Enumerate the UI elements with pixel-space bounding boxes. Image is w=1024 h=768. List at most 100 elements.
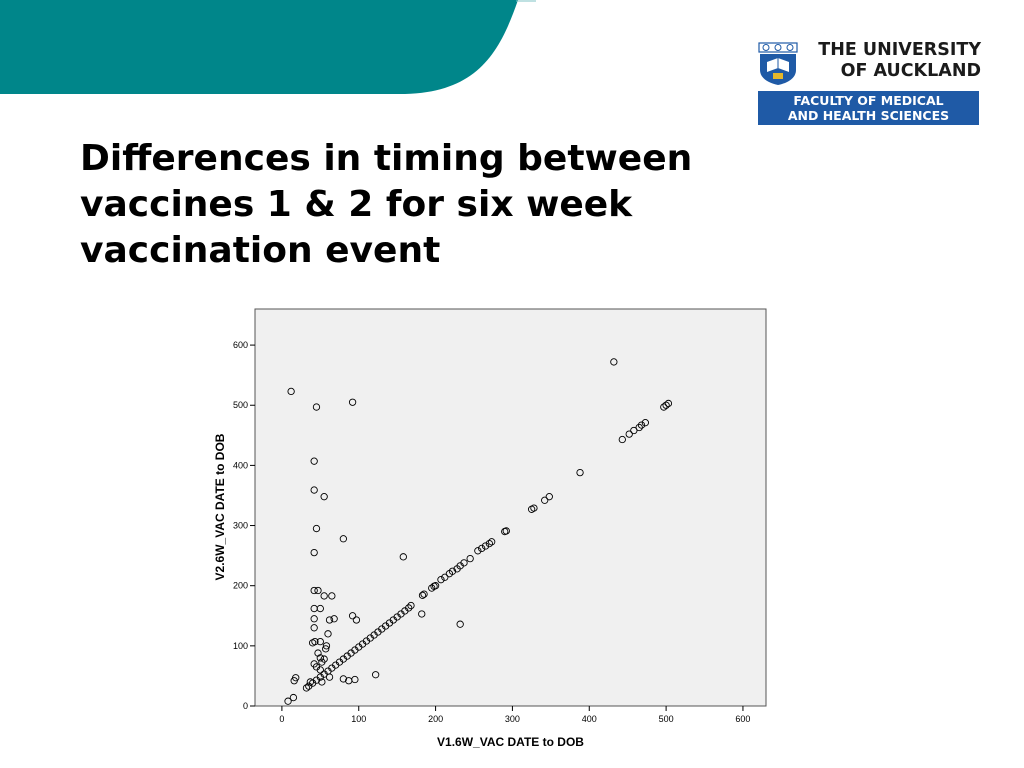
x-tick-label: 300 [505,714,520,724]
data-point [351,675,359,684]
data-point [431,582,440,590]
data-point [530,504,538,512]
data-point [541,496,549,504]
university-name-line2: OF AUCKLAND [840,61,981,81]
y-tick-label: 600 [233,340,248,350]
university-logo: THE UNIVERSITY OF AUCKLAND FACULTY OF ME… [758,40,981,126]
data-point [318,678,326,686]
data-point [316,654,324,662]
data-point [322,645,330,653]
data-point [660,403,668,411]
data-point [310,457,318,465]
data-point [318,658,326,666]
data-point [545,493,553,501]
data-point [428,584,436,592]
data-point [290,677,298,685]
data-point [325,616,334,624]
header-band-shape [0,0,518,94]
data-point [339,535,348,543]
data-point [478,544,486,553]
data-point [437,576,445,584]
data-point [418,610,426,618]
data-point [330,615,338,623]
data-point [310,486,318,494]
data-point [399,553,407,561]
data-point [405,604,413,612]
y-tick-label: 100 [233,641,248,651]
x-tick-label: 600 [735,714,750,724]
data-point [302,684,311,692]
data-point [610,358,618,366]
data-point [576,468,584,477]
data-point [407,601,415,610]
data-point [311,637,319,646]
data-point [474,547,482,555]
data-point [460,559,468,567]
data-point [456,620,464,628]
data-point [485,539,494,548]
data-point [339,675,348,683]
data-point [630,426,638,435]
data-point [316,637,324,646]
header-band [0,0,536,94]
faculty-name-line2: AND HEALTH SCIENCES [787,108,950,123]
faculty-name: FACULTY OF MEDICAL AND HEALTH SCIENCES [758,91,979,125]
data-point [448,567,457,575]
data-point [481,542,490,550]
data-point [664,399,673,408]
x-tick-label: 400 [582,714,597,724]
data-point [441,573,449,581]
chart-axes: 0 100 200 300 400 500 600 0 100 200 300 400 500 600 [233,340,750,724]
data-point [287,387,295,396]
faculty-name-line1: FACULTY OF MEDICAL [793,93,944,108]
data-point [418,591,427,599]
y-tick-label: 0 [243,701,248,711]
x-tick-label: 100 [351,714,366,724]
data-point [348,398,357,406]
data-point [314,586,322,595]
university-name-line1: THE UNIVERSITY [818,40,981,60]
data-point [324,630,332,638]
data-point [310,615,318,623]
data-point [641,419,650,427]
data-point [312,403,321,411]
y-axis-label: V2.6W_VAC DATE to DOB [213,433,227,580]
data-point [310,548,318,557]
y-tick-label: 500 [233,400,248,410]
data-point [328,592,336,600]
slide-title: Differences in timing between vaccines 1… [80,138,693,271]
data-point [310,624,318,632]
chart-points [284,358,673,705]
x-axis-label: V1.6W_VAC DATE to DOB [437,735,584,749]
data-point [420,590,428,598]
y-tick-label: 200 [233,581,248,591]
x-tick-label: 500 [659,714,674,724]
data-point [625,430,633,438]
data-point [502,527,510,535]
data-point [635,423,643,432]
data-point [322,642,331,650]
data-point [348,612,357,620]
data-point [289,693,298,702]
data-point [618,435,626,444]
data-point [284,697,292,705]
data-point [314,649,322,657]
data-point [320,592,328,600]
x-tick-label: 200 [428,714,443,724]
scatter-chart: 0 100 200 300 400 500 600 0 100 200 300 400 500 600 V… [213,308,767,749]
data-point [488,538,496,546]
x-tick-label: 0 [279,714,284,724]
y-tick-label: 300 [233,521,248,531]
chart-frame [254,308,767,707]
data-point [316,604,324,613]
university-name: THE UNIVERSITY OF AUCKLAND [803,40,981,82]
data-point [662,401,670,409]
data-point [466,554,474,563]
data-point [316,666,324,674]
university-crest-icon [758,42,798,85]
data-point [310,586,318,595]
data-point [371,671,380,679]
y-tick-label: 400 [233,460,248,470]
data-point [320,493,328,501]
data-point [312,524,321,533]
